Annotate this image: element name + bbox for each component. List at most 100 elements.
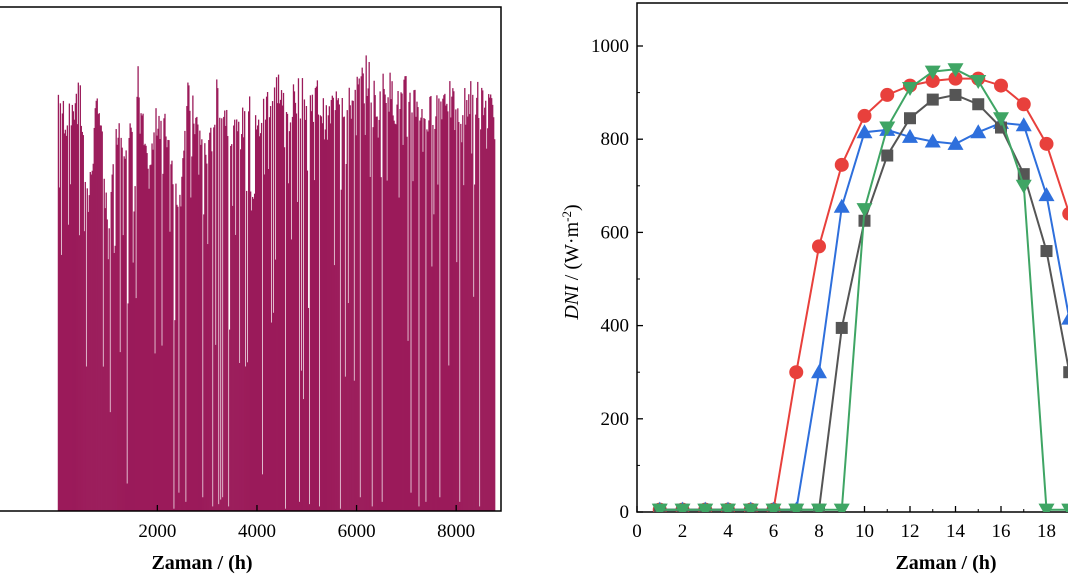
bar: [386, 180, 388, 511]
bar: [223, 116, 225, 511]
bar: [181, 176, 183, 511]
bar: [400, 92, 402, 511]
bar: [329, 123, 331, 511]
bar: [361, 67, 363, 511]
bar: [296, 201, 299, 511]
bar: [61, 113, 64, 511]
bar: [188, 85, 190, 511]
bar: [286, 113, 289, 511]
bar: [393, 120, 395, 511]
bar: [198, 174, 200, 511]
bar: [422, 151, 424, 511]
data-point: [789, 365, 804, 380]
bar: [472, 94, 474, 511]
bar: [229, 329, 231, 511]
bar: [97, 114, 99, 511]
bar: [195, 117, 197, 511]
bar: [298, 501, 301, 511]
bar: [300, 370, 303, 511]
bar: [277, 74, 280, 511]
bar: [59, 103, 62, 511]
bar: [402, 144, 404, 511]
bar: [327, 115, 329, 511]
bar: [367, 88, 369, 511]
bar: [429, 96, 431, 511]
bar: [259, 133, 262, 511]
bar: [269, 106, 272, 511]
bar: [84, 181, 86, 511]
bar: [212, 506, 214, 511]
data-point: [925, 73, 940, 88]
bar: [77, 82, 79, 511]
bar: [323, 139, 325, 511]
data-point: [924, 65, 941, 80]
bar: [303, 99, 306, 511]
bar: [388, 111, 390, 511]
bar: [123, 156, 125, 511]
bar: [256, 125, 259, 511]
bar: [261, 474, 264, 511]
y-tick-label: 1000: [591, 36, 629, 57]
bar: [156, 135, 158, 511]
x-tick-label: 0: [632, 521, 642, 542]
bar: [141, 115, 143, 511]
bar: [451, 96, 453, 511]
bar: [184, 130, 186, 511]
data-point: [947, 135, 964, 150]
bar: [404, 76, 406, 511]
bar: [183, 150, 185, 511]
bar: [278, 103, 281, 511]
bar: [431, 266, 433, 511]
bar: [213, 127, 215, 511]
bar: [147, 168, 149, 511]
bar: [85, 366, 87, 511]
bar: [95, 100, 97, 511]
bar: [127, 303, 129, 511]
bar: [159, 138, 161, 511]
bar: [408, 101, 410, 511]
bar: [442, 98, 444, 511]
bar: [263, 174, 266, 511]
bar: [337, 98, 339, 511]
bar: [60, 254, 63, 511]
bar: [347, 303, 349, 511]
x-tick-label: 18: [1037, 521, 1056, 542]
bar: [89, 172, 91, 511]
bar: [126, 483, 128, 511]
bar: [217, 88, 219, 511]
data-point: [697, 503, 714, 512]
bar: [483, 115, 485, 511]
bar: [203, 214, 205, 511]
bar: [102, 366, 104, 511]
bar: [87, 211, 89, 511]
bar: [447, 111, 449, 511]
bar: [151, 143, 153, 511]
bar: [409, 92, 411, 511]
bar: [207, 244, 209, 511]
bar: [446, 103, 448, 511]
data-point: [674, 503, 691, 512]
bar: [326, 139, 328, 511]
bar: [209, 132, 211, 511]
data-point: [902, 128, 918, 143]
bar: [452, 88, 454, 511]
bar: [370, 102, 372, 511]
bar: [467, 116, 469, 511]
bar: [336, 100, 338, 511]
bar: [418, 506, 420, 511]
data-point: [834, 157, 849, 172]
bar: [425, 501, 427, 511]
bar: [458, 122, 460, 511]
series-line: [659, 93, 1068, 511]
bar: [305, 106, 308, 511]
bar: [171, 160, 173, 511]
left-chart: 2000 4000 6000 8000 Zaman / (h): [0, 6, 502, 574]
bar: [281, 105, 284, 511]
bar: [94, 108, 96, 511]
bar: [258, 136, 261, 511]
bar: [119, 352, 121, 511]
bar: [101, 131, 103, 511]
data-point: [993, 112, 1009, 127]
bar: [110, 191, 112, 511]
bar: [339, 508, 341, 511]
